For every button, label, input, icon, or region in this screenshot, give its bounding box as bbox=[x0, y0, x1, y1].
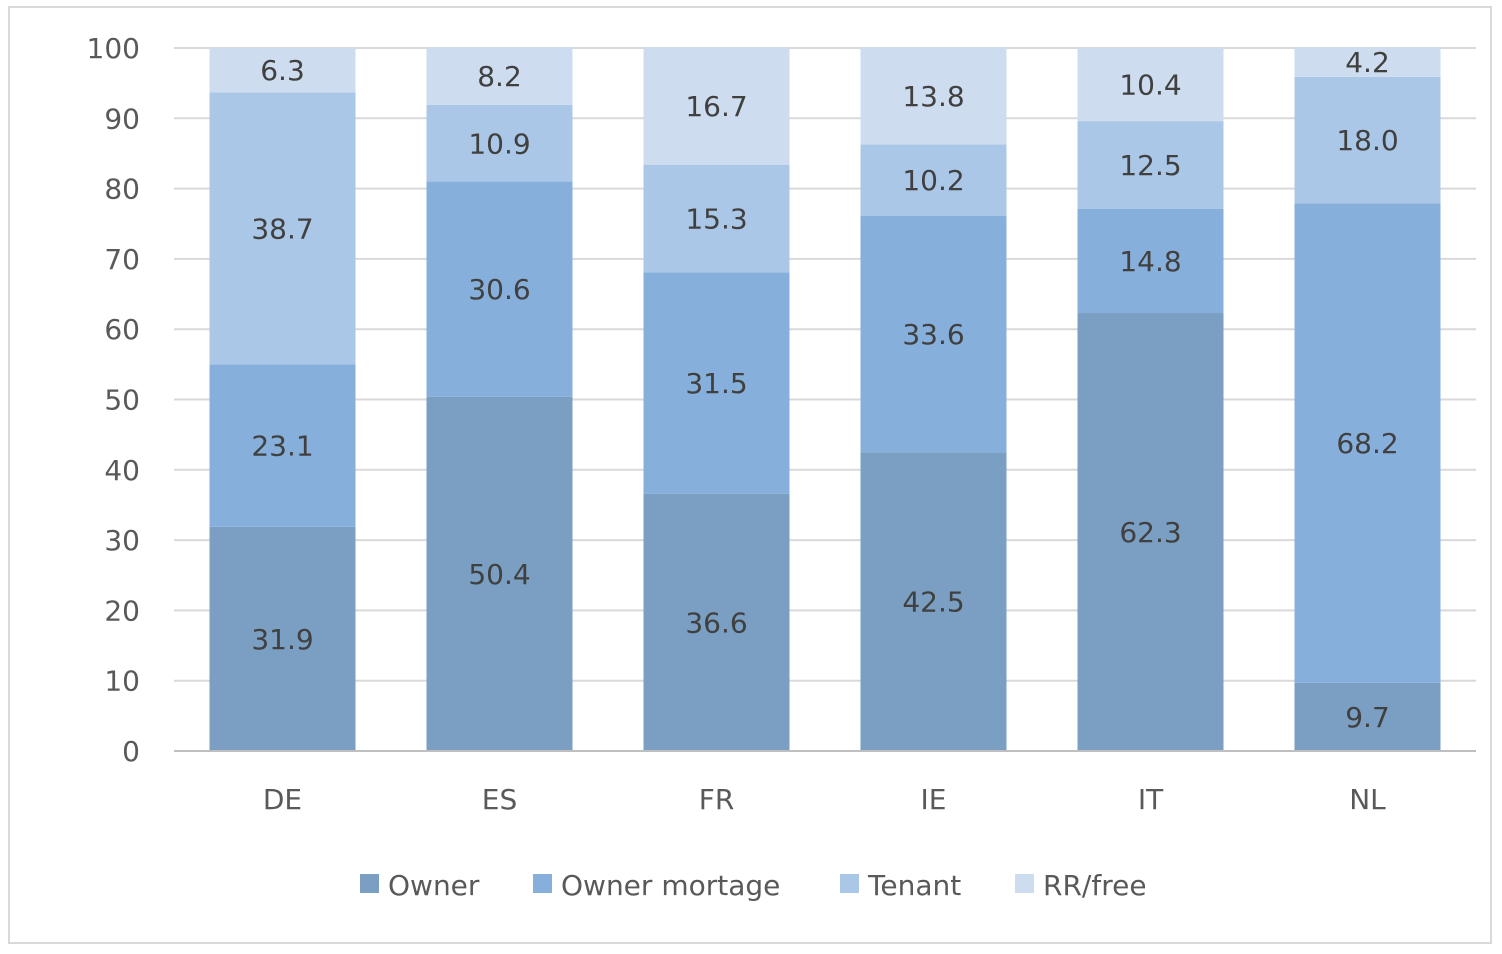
legend-swatch bbox=[360, 874, 379, 893]
data-label: 4.2 bbox=[1345, 46, 1390, 79]
bar-segment bbox=[426, 181, 573, 397]
bar-segment bbox=[860, 144, 1007, 217]
bar-segment bbox=[860, 47, 1007, 145]
legend-swatch bbox=[1015, 874, 1034, 893]
y-tick-label: 30 bbox=[104, 524, 140, 557]
bar-segment bbox=[209, 48, 356, 93]
bar-segment bbox=[643, 493, 790, 751]
data-labels: 31.9 23.1 38.7 6.3 50.4 30.6 10.9 8.2 36.6 31.5 15… bbox=[251, 46, 1398, 734]
data-label: 12.5 bbox=[1119, 149, 1181, 182]
data-label: 16.7 bbox=[685, 90, 747, 123]
data-label: 30.6 bbox=[468, 273, 530, 306]
data-label: 15.3 bbox=[685, 202, 747, 235]
y-tick-label: 20 bbox=[104, 594, 140, 627]
bar-segment bbox=[426, 104, 573, 182]
legend-label: RR/free bbox=[1043, 869, 1147, 902]
bar-segment bbox=[643, 164, 790, 273]
legend-label: Tenant bbox=[867, 869, 961, 902]
data-label: 10.4 bbox=[1119, 69, 1181, 102]
data-label: 31.9 bbox=[251, 623, 313, 656]
data-label: 23.1 bbox=[251, 430, 313, 463]
x-tick-label: FR bbox=[699, 783, 735, 816]
data-label: 13.8 bbox=[902, 80, 964, 113]
y-tick-label: 50 bbox=[104, 384, 140, 417]
legend-swatch bbox=[840, 874, 859, 893]
data-label: 50.4 bbox=[468, 558, 530, 591]
data-label: 10.2 bbox=[902, 164, 964, 197]
y-tick-label: 100 bbox=[87, 32, 140, 65]
y-tick-label: 70 bbox=[104, 243, 140, 276]
bar-segment bbox=[209, 92, 356, 365]
data-label: 42.5 bbox=[902, 586, 964, 619]
bar-segment bbox=[1294, 203, 1441, 683]
data-label: 14.8 bbox=[1119, 245, 1181, 278]
bar-segment bbox=[1077, 313, 1224, 751]
bar-segment bbox=[860, 452, 1007, 751]
data-label: 62.3 bbox=[1119, 516, 1181, 549]
bar-segment bbox=[1077, 208, 1224, 314]
legend-label: Owner mortage bbox=[561, 869, 780, 902]
data-label: 8.2 bbox=[477, 60, 522, 93]
bar-segment bbox=[860, 216, 1007, 453]
bar-segment bbox=[643, 47, 790, 165]
x-tick-label: IT bbox=[1138, 783, 1164, 816]
x-axis-tick-labels: DE ES FR IE IT NL bbox=[263, 783, 1386, 816]
bar-segment bbox=[426, 396, 573, 751]
y-tick-label: 90 bbox=[104, 102, 140, 135]
data-label: 9.7 bbox=[1345, 701, 1390, 734]
bar-segment bbox=[426, 47, 573, 105]
y-axis-tick-labels: 0 10 20 30 40 50 60 70 80 90 100 bbox=[87, 32, 140, 768]
data-label: 18.0 bbox=[1336, 124, 1398, 157]
y-tick-label: 80 bbox=[104, 173, 140, 206]
y-tick-label: 60 bbox=[104, 313, 140, 346]
data-label: 33.6 bbox=[902, 318, 964, 351]
bar-segment bbox=[1294, 47, 1441, 77]
data-label: 10.9 bbox=[468, 127, 530, 160]
bar-segment bbox=[643, 272, 790, 494]
bar-segment bbox=[209, 526, 356, 751]
data-label: 68.2 bbox=[1336, 427, 1398, 460]
y-tick-label: 0 bbox=[122, 735, 140, 768]
gridlines bbox=[174, 47, 1476, 682]
data-label: 31.5 bbox=[685, 367, 747, 400]
legend-swatch bbox=[533, 874, 552, 893]
x-tick-label: NL bbox=[1349, 783, 1386, 816]
x-tick-label: IE bbox=[921, 783, 947, 816]
bar-segment bbox=[1077, 121, 1224, 209]
bar-segment bbox=[1294, 76, 1441, 204]
legend-label: Owner bbox=[388, 869, 480, 902]
x-tick-label: DE bbox=[263, 783, 302, 816]
y-tick-label: 10 bbox=[104, 665, 140, 698]
bar-segment bbox=[1077, 48, 1224, 122]
data-label: 36.6 bbox=[685, 606, 747, 639]
bar-segment bbox=[1294, 682, 1441, 751]
data-label: 6.3 bbox=[260, 54, 305, 87]
x-tick-label: ES bbox=[482, 783, 517, 816]
bar-segment bbox=[209, 364, 356, 527]
legend: Owner Owner mortage Tenant RR/free bbox=[360, 869, 1147, 902]
data-label: 38.7 bbox=[251, 212, 313, 245]
y-tick-label: 40 bbox=[104, 454, 140, 487]
bars bbox=[209, 47, 1441, 751]
